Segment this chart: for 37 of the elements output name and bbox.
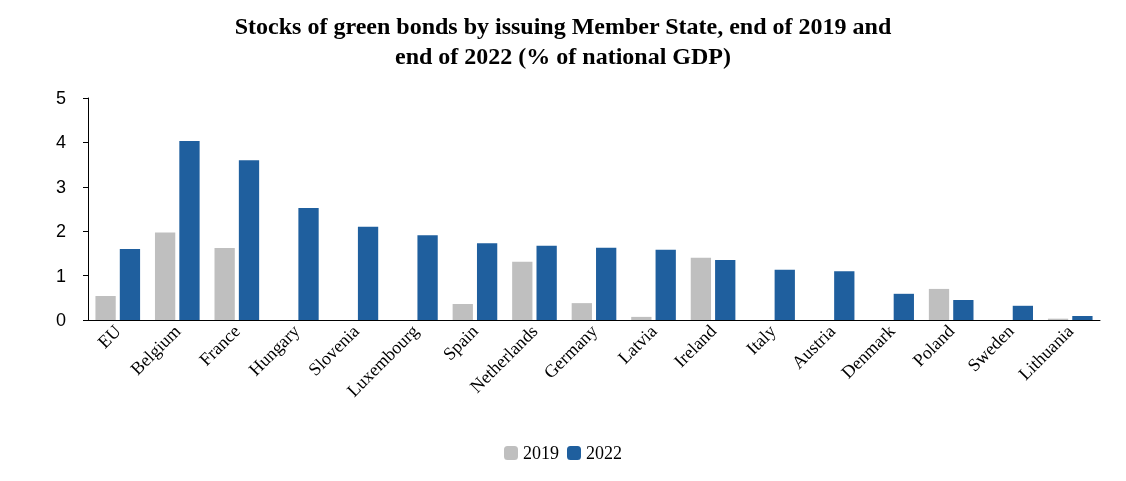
bar xyxy=(953,300,974,320)
bar xyxy=(893,293,914,320)
bar xyxy=(536,245,557,320)
bar xyxy=(690,257,712,320)
legend-label: 2019 xyxy=(523,443,559,463)
bar xyxy=(631,316,652,320)
bar xyxy=(715,260,736,320)
bar xyxy=(655,249,676,320)
bar xyxy=(834,271,855,320)
bar xyxy=(298,208,319,320)
x-tick-label: Italy xyxy=(742,320,780,359)
y-tick-label: 4 xyxy=(55,132,66,153)
bar xyxy=(512,261,533,320)
bar xyxy=(774,269,795,320)
bar xyxy=(596,247,617,320)
y-tick-label: 3 xyxy=(55,176,66,197)
y-tick-label: 5 xyxy=(55,88,66,108)
bar xyxy=(179,141,200,320)
bar xyxy=(357,226,379,320)
bar xyxy=(1012,305,1034,320)
bar xyxy=(452,304,473,320)
bar xyxy=(571,303,592,320)
bar xyxy=(238,160,260,320)
y-tick-label: 2 xyxy=(55,221,66,242)
bar xyxy=(1072,316,1093,320)
bar xyxy=(154,232,176,320)
chart-title: Stocks of green bonds by issuing Member State, end of 2019 and end of 2022 (% of national GDP) xyxy=(234,13,892,69)
bar xyxy=(928,288,950,320)
legend-label: 2022 xyxy=(586,443,622,463)
bar xyxy=(476,243,498,320)
bar xyxy=(417,235,438,320)
bar xyxy=(95,296,116,320)
y-tick-label: 1 xyxy=(55,265,66,286)
bar xyxy=(119,248,141,320)
y-tick-label: 0 xyxy=(55,310,66,330)
bar xyxy=(214,248,235,320)
x-tick-label: EU xyxy=(93,320,125,353)
